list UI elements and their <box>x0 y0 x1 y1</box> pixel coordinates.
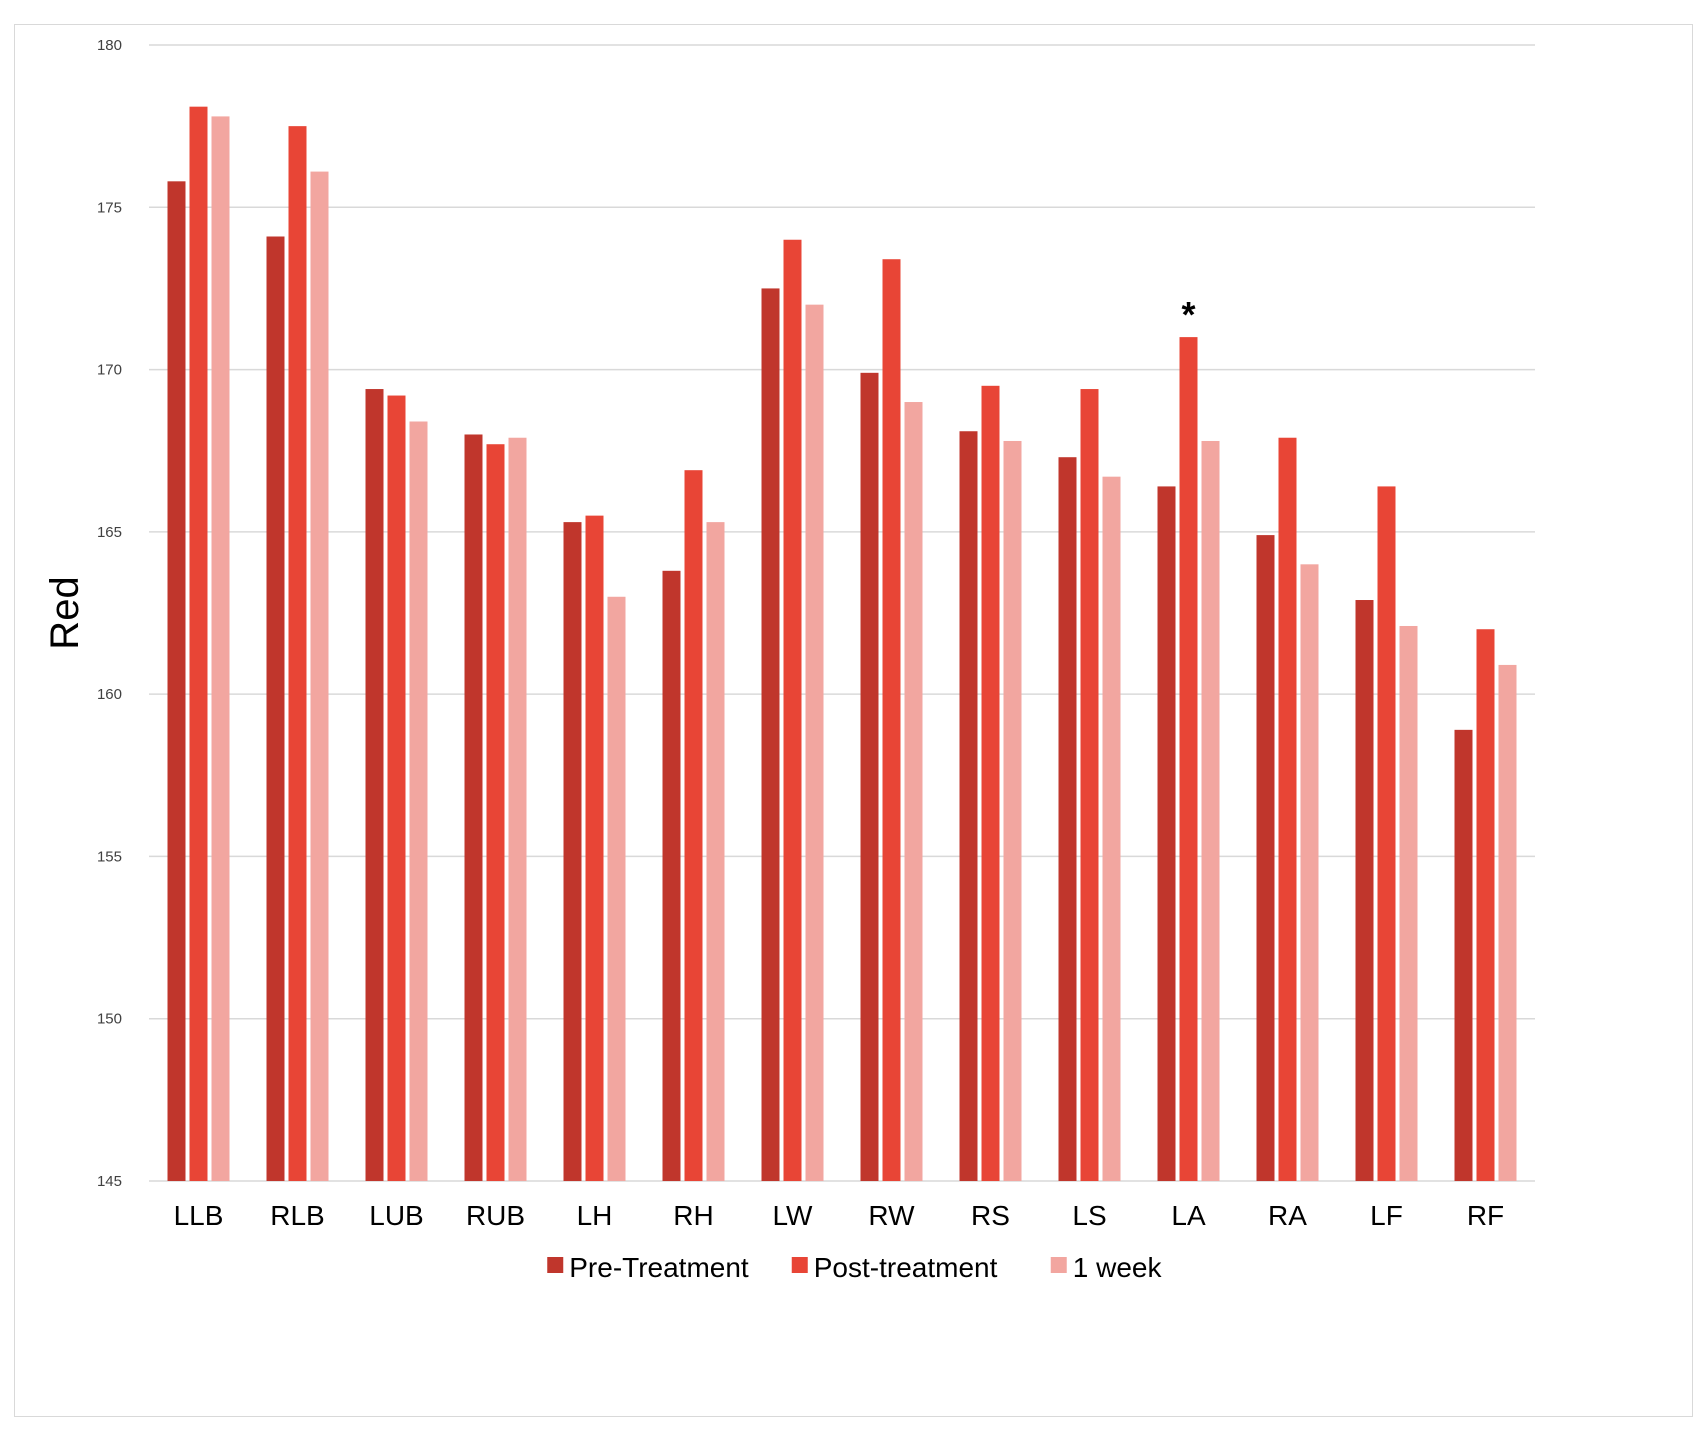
bar-lf-2 <box>1399 625 1418 1181</box>
bar-ra-2 <box>1300 564 1319 1181</box>
bar-rw-0 <box>860 372 879 1181</box>
legend-label: 1 week <box>1073 1252 1163 1283</box>
x-tick-label: LS <box>1072 1200 1106 1231</box>
x-tick-label: RF <box>1467 1200 1504 1231</box>
x-tick-label: RH <box>673 1200 713 1231</box>
bar-lf-0 <box>1355 600 1374 1181</box>
bar-rf-0 <box>1454 729 1473 1181</box>
bar-rub-0 <box>464 434 483 1181</box>
x-tick-label: RLB <box>270 1200 324 1231</box>
bar-rw-2 <box>904 402 923 1181</box>
bar-rh-2 <box>706 522 725 1181</box>
legend-swatch <box>547 1257 564 1273</box>
bar-la-1 <box>1179 337 1198 1182</box>
bar-ls-0 <box>1058 457 1077 1182</box>
significance-marker: * <box>1181 294 1195 335</box>
bar-lh-0 <box>563 522 582 1181</box>
bar-ra-0 <box>1256 535 1275 1181</box>
legend: Pre-Treatment Post-treatment 1 week <box>547 1252 1162 1283</box>
x-tick-label: LF <box>1370 1200 1403 1231</box>
bar-rlb-2 <box>310 171 329 1181</box>
bar-lw-2 <box>805 304 824 1182</box>
x-tick-label: LW <box>773 1200 813 1231</box>
bar-llb-1 <box>189 106 208 1181</box>
x-tick-label: LA <box>1171 1200 1206 1231</box>
x-tick-label: RW <box>868 1200 915 1231</box>
bar-ls-1 <box>1080 389 1099 1181</box>
y-tick-label: 160 <box>97 686 122 703</box>
x-axis-ticks: LLB RLB LUB RUB LH RH LW RW RS LS LA RA LF RF <box>174 1200 1505 1231</box>
legend-swatch <box>791 1257 808 1273</box>
y-tick-label: 180 <box>97 37 122 54</box>
bar-rs-0 <box>959 431 978 1181</box>
x-tick-label: LUB <box>369 1200 423 1231</box>
gridlines <box>149 44 1535 1182</box>
bar-la-2 <box>1201 440 1220 1181</box>
bar-lub-0 <box>365 389 384 1181</box>
y-axis-label: Red <box>43 576 87 649</box>
bar-lw-1 <box>783 239 802 1181</box>
y-tick-label: 165 <box>97 524 122 541</box>
bar-ra-1 <box>1278 437 1297 1181</box>
bar-rlb-1 <box>288 126 307 1182</box>
bar-rh-1 <box>684 470 703 1181</box>
bar-rf-1 <box>1476 629 1495 1181</box>
y-tick-label: 170 <box>97 362 122 379</box>
bar-lub-2 <box>409 421 428 1181</box>
y-tick-label: 150 <box>97 1011 122 1028</box>
bar-rs-2 <box>1003 440 1022 1181</box>
y-tick-label: 155 <box>97 848 122 865</box>
y-axis-ticks: 145 150 155 160 165 170 175 180 <box>97 37 122 1190</box>
bar-rub-2 <box>508 437 527 1181</box>
annotations: * <box>1181 294 1195 335</box>
bar-lub-1 <box>387 395 406 1182</box>
x-tick-label: LLB <box>174 1200 224 1231</box>
legend-swatch <box>1050 1257 1067 1273</box>
bar-ls-2 <box>1102 476 1121 1181</box>
bar-lh-2 <box>607 596 626 1181</box>
bars <box>167 106 1517 1182</box>
x-tick-label: RUB <box>466 1200 525 1231</box>
y-tick-label: 145 <box>97 1173 122 1190</box>
bar-llb-2 <box>211 116 230 1181</box>
x-tick-label: RA <box>1268 1200 1307 1231</box>
legend-label: Post-treatment <box>814 1252 998 1283</box>
x-tick-label: LH <box>577 1200 613 1231</box>
bar-lw-0 <box>761 288 780 1181</box>
x-tick-label: RS <box>971 1200 1010 1231</box>
legend-label: Pre-Treatment <box>569 1252 749 1283</box>
bar-rlb-0 <box>266 236 285 1182</box>
bar-rh-0 <box>662 570 681 1181</box>
bar-lf-1 <box>1377 486 1396 1182</box>
bar-rf-2 <box>1498 664 1517 1181</box>
bar-llb-0 <box>167 181 186 1181</box>
bar-rw-1 <box>882 259 901 1181</box>
chart-frame: 145 150 155 160 165 170 175 180 * LLB RLB LUB RUB L… <box>14 24 1693 1417</box>
bar-rub-1 <box>486 444 505 1181</box>
bar-rs-1 <box>981 385 1000 1181</box>
y-tick-label: 175 <box>97 199 122 216</box>
bar-lh-1 <box>585 515 604 1181</box>
bar-la-0 <box>1157 486 1176 1182</box>
